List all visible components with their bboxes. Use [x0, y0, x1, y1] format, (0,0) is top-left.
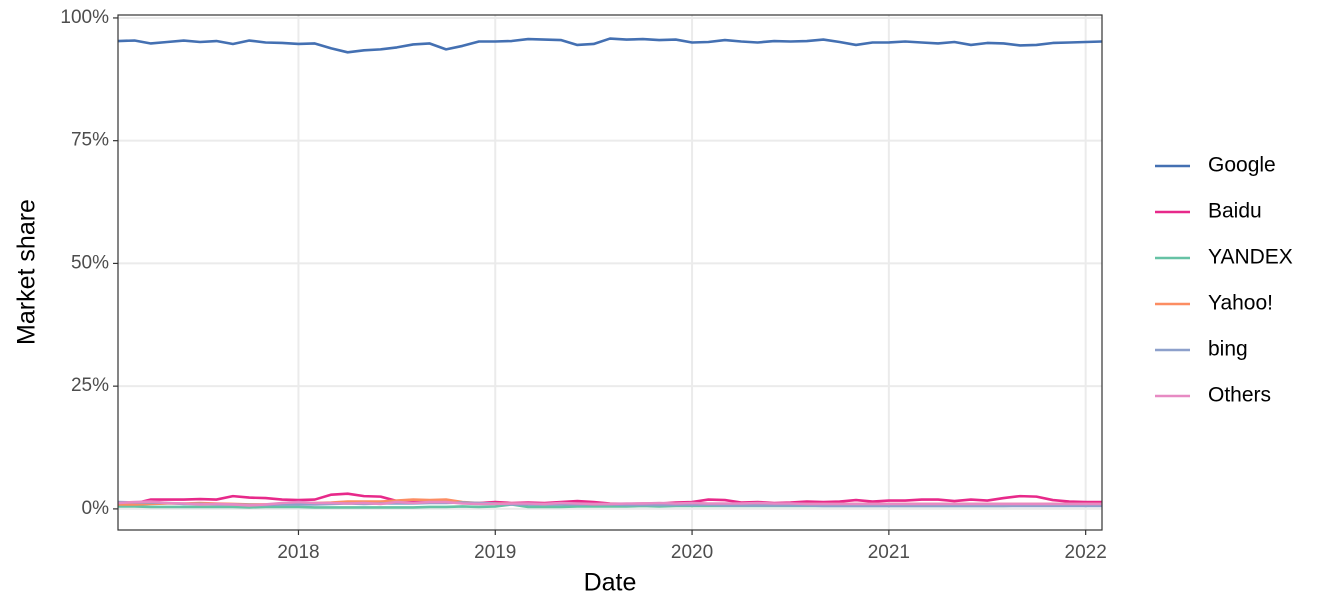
x-tick-label: 2021	[868, 542, 910, 563]
y-tick-label: 100%	[60, 7, 109, 28]
x-tick-label: 2022	[1065, 542, 1107, 563]
legend-label: YANDEX	[1208, 246, 1293, 269]
y-axis-title: Market share	[13, 199, 41, 345]
legend-label: Google	[1208, 154, 1276, 177]
y-tick-label: 25%	[71, 375, 109, 396]
x-tick-label: 2020	[671, 542, 713, 563]
x-tick-label: 2018	[277, 542, 319, 563]
legend-label: Others	[1208, 384, 1271, 407]
series-line	[117, 37, 1103, 54]
legend-label: bing	[1208, 338, 1248, 361]
x-tick-label: 2019	[474, 542, 516, 563]
x-axis-title: Date	[584, 569, 637, 597]
legend-label: Yahoo!	[1208, 292, 1273, 315]
series-line	[117, 500, 1102, 507]
y-tick-label: 75%	[71, 130, 109, 151]
legend-label: Baidu	[1208, 200, 1262, 223]
y-tick-label: 0%	[82, 498, 110, 519]
panel-border	[117, 14, 1103, 531]
y-tick-label: 50%	[71, 252, 109, 273]
